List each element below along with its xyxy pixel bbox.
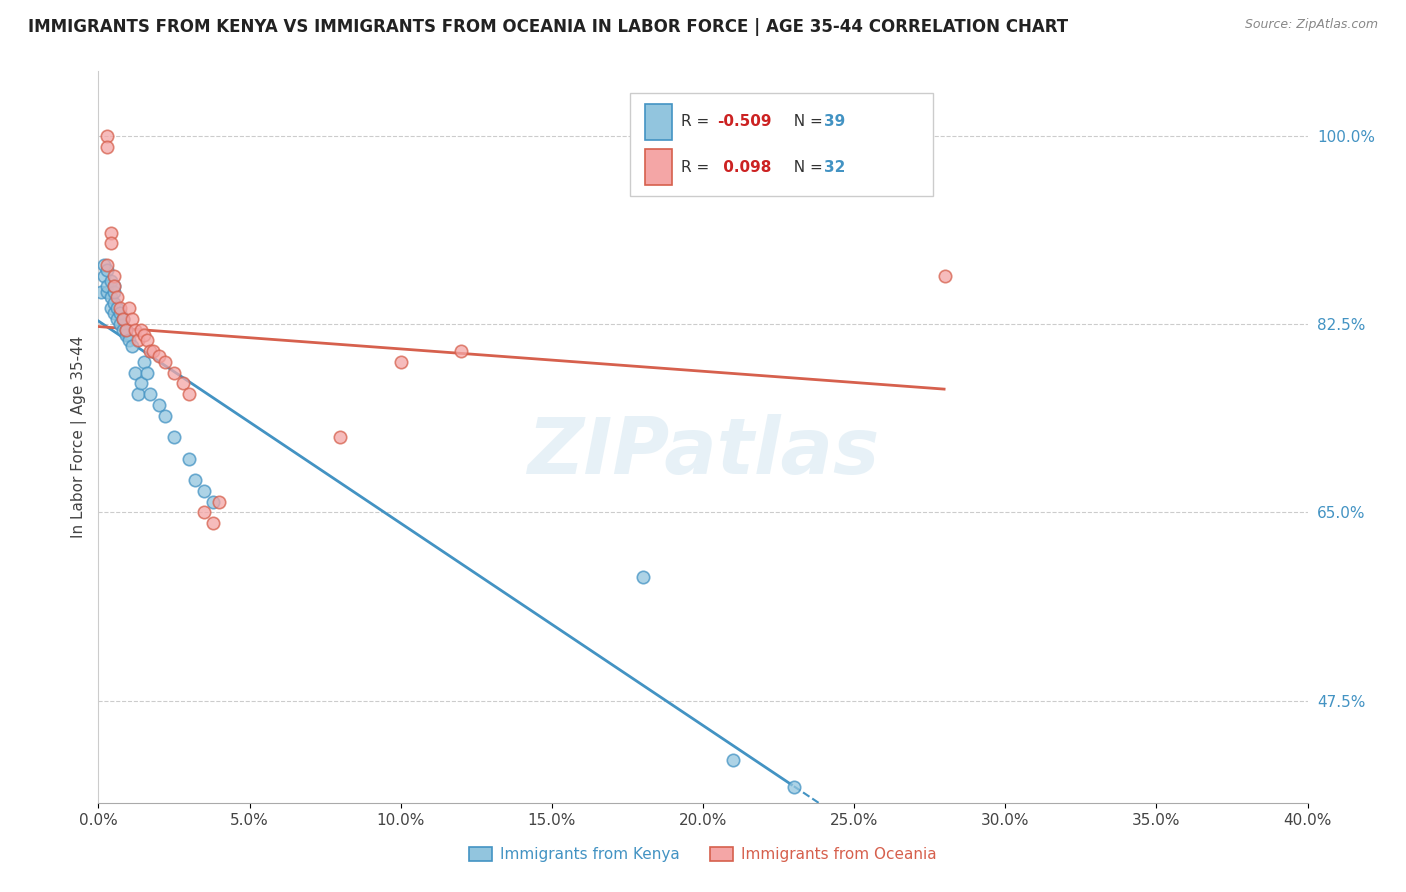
- Point: [105, 311, 128, 326]
- Point: [108, 317, 131, 331]
- Point: [148, 398, 170, 412]
- Point: [93, 258, 115, 272]
- Text: -0.509: -0.509: [717, 114, 772, 129]
- Point: [96, 279, 118, 293]
- Point: [96, 139, 118, 153]
- Text: R =: R =: [682, 114, 714, 129]
- Legend: Immigrants from Kenya, Immigrants from Oceania: Immigrants from Kenya, Immigrants from O…: [464, 841, 942, 868]
- Point: [100, 274, 122, 288]
- Text: Source: ZipAtlas.com: Source: ZipAtlas.com: [1244, 18, 1378, 31]
- Point: [132, 355, 155, 369]
- Point: [127, 387, 149, 401]
- Text: ZIPatlas: ZIPatlas: [527, 414, 879, 490]
- Point: [93, 268, 115, 283]
- Point: [179, 451, 201, 466]
- Point: [142, 344, 165, 359]
- Point: [389, 355, 412, 369]
- Point: [111, 322, 134, 336]
- Point: [127, 333, 149, 347]
- Point: [124, 366, 146, 380]
- Point: [179, 387, 201, 401]
- Point: [108, 306, 131, 320]
- Point: [934, 268, 956, 283]
- Point: [172, 376, 194, 391]
- Point: [114, 327, 136, 342]
- Point: [723, 753, 745, 767]
- Point: [103, 279, 125, 293]
- Bar: [645, 150, 672, 185]
- Point: [135, 333, 157, 347]
- Point: [153, 409, 176, 423]
- Point: [193, 483, 215, 498]
- Point: [103, 268, 125, 283]
- Point: [148, 350, 170, 364]
- Point: [118, 301, 141, 315]
- Point: [96, 128, 118, 143]
- Point: [103, 285, 125, 299]
- Point: [129, 376, 152, 391]
- Point: [139, 387, 162, 401]
- Point: [118, 333, 141, 347]
- Point: [129, 322, 152, 336]
- Point: [202, 516, 225, 530]
- Text: IMMIGRANTS FROM KENYA VS IMMIGRANTS FROM OCEANIA IN LABOR FORCE | AGE 35-44 CORR: IMMIGRANTS FROM KENYA VS IMMIGRANTS FROM…: [28, 18, 1069, 36]
- Point: [96, 285, 118, 299]
- FancyBboxPatch shape: [630, 94, 932, 195]
- Point: [103, 295, 125, 310]
- Point: [100, 226, 122, 240]
- Point: [103, 306, 125, 320]
- Text: 39: 39: [824, 114, 845, 129]
- Point: [100, 236, 122, 251]
- Point: [90, 285, 112, 299]
- Text: N =: N =: [785, 114, 828, 129]
- Point: [783, 780, 806, 794]
- Point: [450, 344, 472, 359]
- Y-axis label: In Labor Force | Age 35-44: In Labor Force | Age 35-44: [72, 336, 87, 538]
- Point: [108, 301, 131, 315]
- Point: [163, 430, 186, 444]
- Point: [135, 366, 157, 380]
- Point: [153, 355, 176, 369]
- Point: [114, 322, 136, 336]
- Point: [121, 311, 143, 326]
- Point: [121, 338, 143, 352]
- Point: [139, 344, 162, 359]
- Text: 32: 32: [824, 160, 845, 175]
- Point: [631, 570, 654, 584]
- Point: [114, 322, 136, 336]
- Bar: [645, 104, 672, 139]
- Point: [96, 263, 118, 277]
- Text: N =: N =: [785, 160, 828, 175]
- Text: R =: R =: [682, 160, 714, 175]
- Point: [124, 322, 146, 336]
- Point: [329, 430, 352, 444]
- Point: [105, 301, 128, 315]
- Point: [111, 311, 134, 326]
- Point: [193, 505, 215, 519]
- Point: [103, 279, 125, 293]
- Point: [96, 258, 118, 272]
- Point: [100, 290, 122, 304]
- Point: [105, 290, 128, 304]
- Point: [202, 494, 225, 508]
- Point: [163, 366, 186, 380]
- Point: [132, 327, 155, 342]
- Point: [100, 301, 122, 315]
- Text: 0.098: 0.098: [717, 160, 770, 175]
- Point: [184, 473, 207, 487]
- Point: [208, 494, 231, 508]
- Point: [111, 311, 134, 326]
